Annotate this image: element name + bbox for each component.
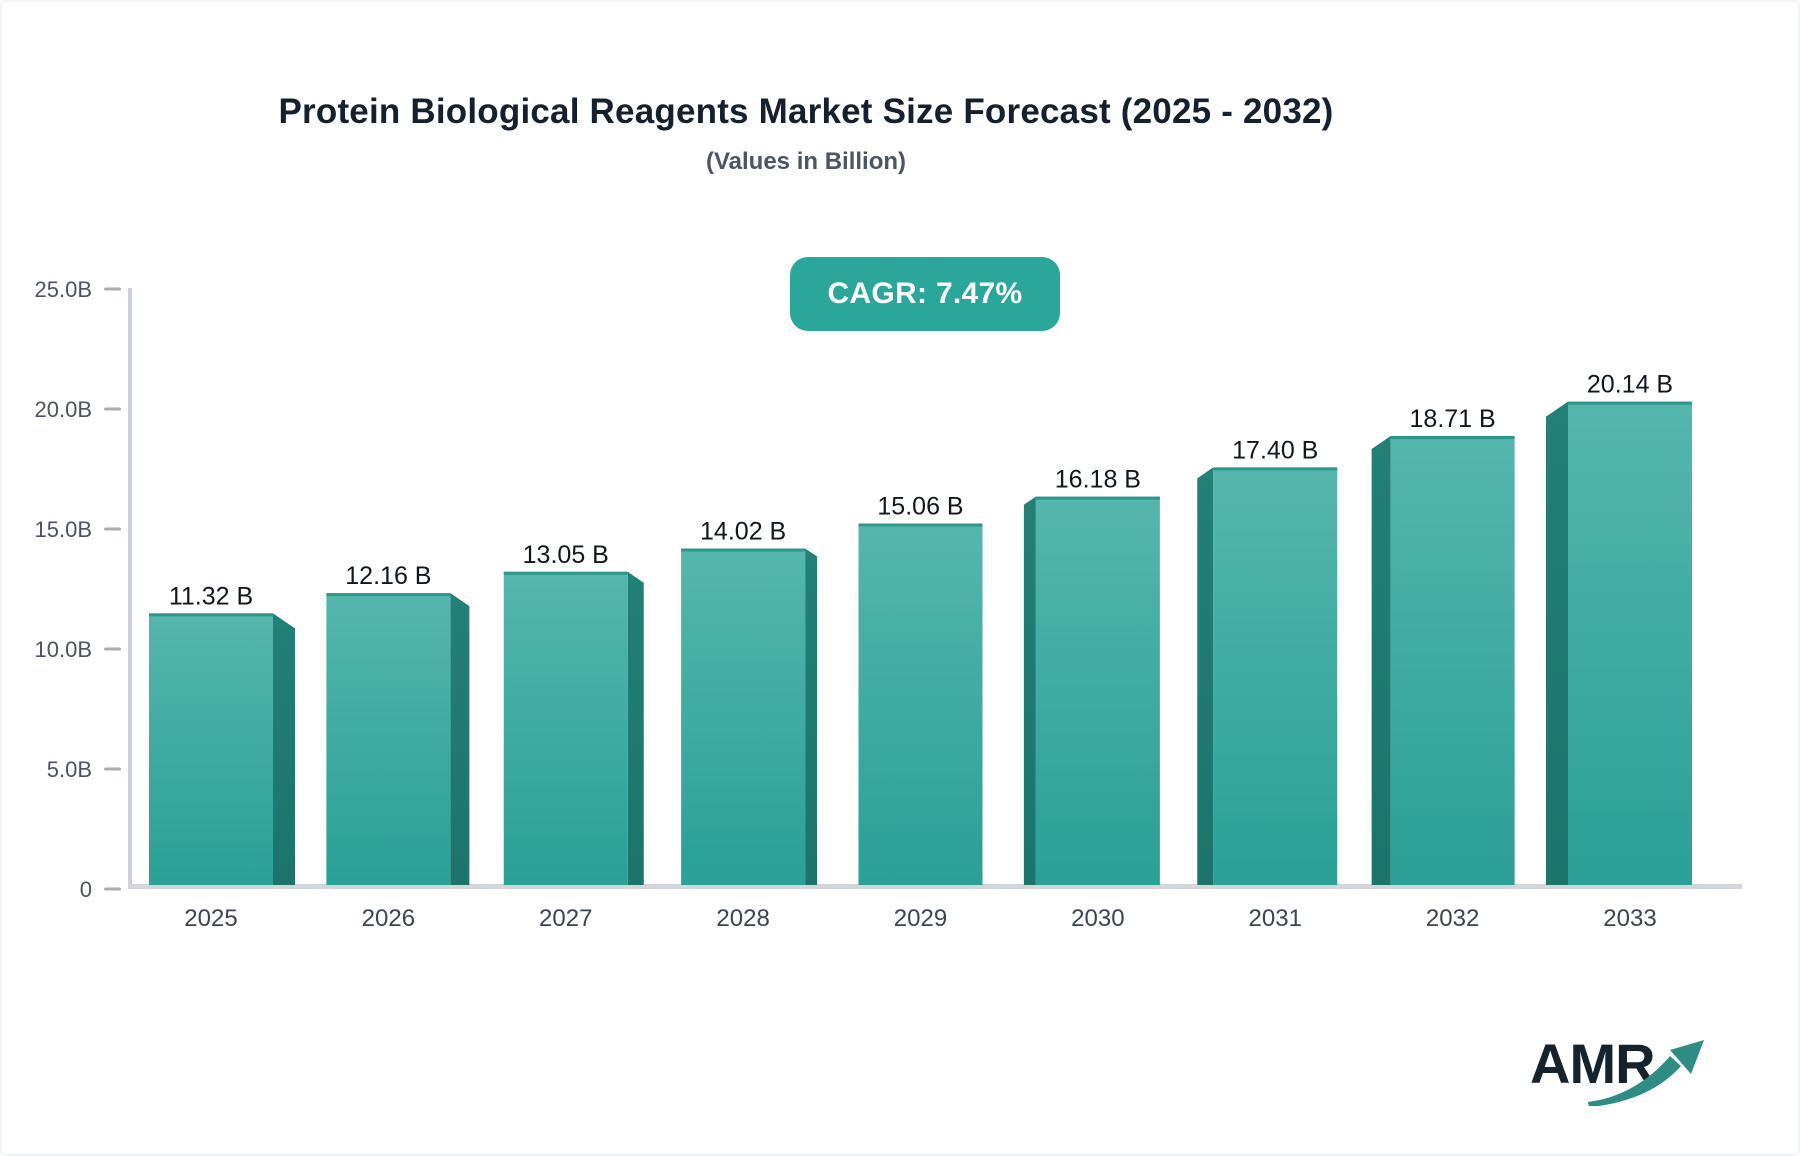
- y-axis-tick-label: 15.0B: [35, 517, 93, 542]
- x-axis-label: 2028: [716, 905, 769, 932]
- bar-value-label: 14.02 B: [700, 518, 786, 546]
- bar: [858, 523, 983, 885]
- bar-side-face: [1023, 496, 1036, 885]
- x-axis-label: 2026: [362, 905, 415, 932]
- x-axis-label: 2031: [1249, 905, 1302, 932]
- bar-value-label: 11.32 B: [169, 582, 253, 610]
- bar-group-2032: 18.71 B 2032: [1371, 405, 1515, 932]
- bar: [503, 571, 628, 885]
- bar-value-label: 15.06 B: [877, 493, 963, 521]
- y-axis-line: [128, 288, 132, 885]
- bar: [1213, 467, 1338, 885]
- x-axis-label: 2030: [1071, 905, 1124, 932]
- bar: [1568, 401, 1692, 885]
- bar-side-face: [805, 548, 818, 885]
- bar-side-face: [450, 593, 470, 885]
- bar-value-label: 17.40 B: [1232, 436, 1318, 464]
- bar-side-face: [1197, 467, 1214, 885]
- y-axis-tick-label: 0: [80, 877, 92, 902]
- y-axis-tick: [104, 647, 121, 651]
- y-axis-tick: [104, 767, 121, 771]
- bar-side-face: [273, 613, 295, 885]
- bar-group-2027: 13.05 B 2027: [503, 541, 644, 932]
- x-axis-label: 2029: [894, 905, 947, 932]
- y-axis-tick: [104, 287, 121, 291]
- y-axis-tick: [104, 407, 121, 411]
- bar: [681, 548, 806, 885]
- bar-group-2030: 16.18 B 2030: [1023, 466, 1160, 932]
- cagr-badge-label: CAGR: 7.47%: [827, 277, 1023, 310]
- bar-group-2033: 20.14 B 2033: [1546, 371, 1692, 932]
- bar-side-face: [1371, 435, 1391, 885]
- x-axis-label: 2032: [1426, 905, 1479, 932]
- y-axis-tick: [104, 527, 121, 531]
- amr-logo: AMR: [1530, 1036, 1720, 1116]
- bar-group-2026: 12.16 B 2026: [326, 562, 470, 932]
- bar-group-2029: 15.06 B 2029: [858, 493, 983, 932]
- x-axis-label: 2033: [1603, 905, 1656, 932]
- amr-logo-text: AMR: [1530, 1032, 1656, 1095]
- bar-group-2028: 14.02 B 2028: [681, 518, 818, 932]
- x-axis-line: [128, 884, 1742, 889]
- y-axis-tick-label: 25.0B: [35, 277, 93, 302]
- bar-value-label: 16.18 B: [1055, 466, 1141, 494]
- bar-group-2025: 11.32 B 2025: [149, 582, 295, 932]
- bar: [326, 593, 451, 885]
- y-axis: 25.0B 20.0B 15.0B 10.0B 5.0B 0: [35, 277, 121, 902]
- bar-side-face: [627, 571, 644, 885]
- bar-group-2031: 17.40 B 2031: [1197, 436, 1338, 932]
- chart-subtitle: (Values in Billion): [705, 148, 907, 175]
- bar: [149, 613, 273, 885]
- bar-value-label: 13.05 B: [523, 541, 609, 569]
- y-axis-tick: [104, 887, 121, 891]
- bar-side-face: [1546, 401, 1568, 885]
- chart-title: Protein Biological Reagents Market Size …: [278, 92, 1334, 131]
- bar-value-label: 18.71 B: [1410, 405, 1496, 433]
- y-axis-tick-label: 5.0B: [47, 757, 92, 782]
- bar-value-label: 20.14 B: [1587, 371, 1673, 399]
- bar: [1390, 435, 1515, 885]
- y-axis-tick-label: 20.0B: [35, 397, 93, 422]
- cagr-badge: CAGR: 7.47%: [790, 257, 1060, 331]
- bar: [1035, 496, 1160, 885]
- growth-arrow-icon: [1588, 1040, 1704, 1106]
- x-axis-label: 2025: [184, 905, 237, 932]
- y-axis-tick-label: 10.0B: [35, 637, 93, 662]
- x-axis-label: 2027: [539, 905, 592, 932]
- bar-value-label: 12.16 B: [345, 562, 431, 590]
- bars: 11.32 B 2025 12.16 B 2026 13.05 B 2027 14.02 B…: [149, 371, 1692, 932]
